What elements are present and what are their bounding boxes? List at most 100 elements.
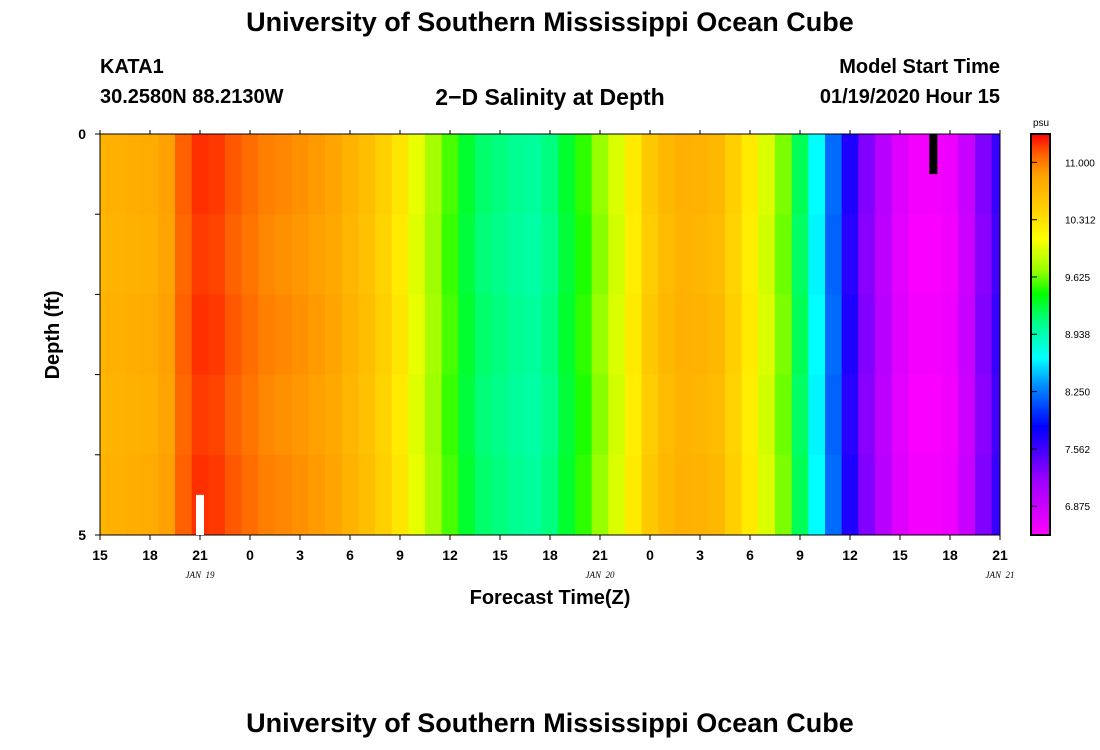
heatmap-cell bbox=[175, 374, 193, 456]
heatmap-cell bbox=[841, 214, 859, 295]
heatmap-cell bbox=[691, 134, 709, 215]
heatmap-cell bbox=[100, 214, 109, 295]
heatmap-cell bbox=[991, 134, 1001, 215]
heatmap-cell bbox=[741, 454, 759, 536]
heatmap-cell bbox=[141, 454, 159, 536]
heatmap-cell bbox=[575, 134, 593, 215]
heatmap-cell bbox=[841, 374, 859, 456]
heatmap-cell bbox=[325, 294, 343, 376]
heatmap-cell bbox=[325, 134, 343, 215]
heatmap-cell bbox=[741, 294, 759, 376]
heatmap-cell bbox=[458, 374, 476, 456]
heatmap-cell bbox=[891, 454, 909, 536]
heatmap-cell bbox=[108, 454, 126, 536]
heatmap-cell bbox=[441, 294, 459, 376]
heatmap-cell bbox=[908, 134, 926, 215]
heatmap-cell bbox=[458, 454, 476, 536]
heatmap-cell bbox=[858, 454, 876, 536]
heatmap-cell bbox=[958, 454, 976, 536]
heatmap-cell bbox=[391, 374, 409, 456]
heatmap-cell bbox=[141, 294, 159, 376]
heatmap-cell bbox=[975, 454, 993, 536]
heatmap-cell bbox=[758, 294, 776, 376]
x-tick-label: 9 bbox=[396, 547, 404, 563]
heatmap-cell bbox=[125, 374, 143, 456]
heatmap-cell bbox=[725, 294, 743, 376]
x-date-label: JAN 20 bbox=[586, 570, 615, 580]
heatmap-cell bbox=[100, 374, 109, 456]
heatmap-cell bbox=[641, 214, 659, 295]
heatmap-cell bbox=[975, 294, 993, 376]
heatmap-cell bbox=[625, 374, 643, 456]
heatmap-cell bbox=[975, 374, 993, 456]
heatmap-cell bbox=[358, 374, 376, 456]
heatmap-cell bbox=[891, 374, 909, 456]
heatmap-cell bbox=[158, 374, 176, 456]
heatmap-cell bbox=[125, 454, 143, 536]
heatmap-cell bbox=[225, 374, 243, 456]
heatmap-cell bbox=[658, 374, 676, 456]
heatmap-cell bbox=[508, 374, 526, 456]
heatmap-cell bbox=[941, 374, 959, 456]
heatmap-cell bbox=[325, 214, 343, 295]
heatmap-cell bbox=[925, 214, 943, 295]
heatmap-cell bbox=[675, 374, 693, 456]
x-tick-label: 9 bbox=[796, 547, 804, 563]
heatmap-cell bbox=[941, 294, 959, 376]
heatmap-cell bbox=[575, 454, 593, 536]
x-axis-label: Forecast Time(Z) bbox=[470, 587, 631, 609]
heatmap-cell bbox=[441, 214, 459, 295]
heatmap-cell bbox=[191, 214, 209, 295]
heatmap-cell bbox=[741, 214, 759, 295]
heatmap-cell bbox=[108, 214, 126, 295]
heatmap-cell bbox=[508, 294, 526, 376]
heatmap-cell bbox=[125, 294, 143, 376]
heatmap-cell bbox=[241, 134, 259, 215]
heatmap-cell bbox=[875, 134, 893, 215]
heatmap-cell bbox=[341, 214, 359, 295]
heatmap-cell bbox=[275, 214, 293, 295]
heatmap-cell bbox=[225, 134, 243, 215]
heatmap-cell bbox=[908, 214, 926, 295]
x-date-label: JAN 19 bbox=[186, 570, 215, 580]
heatmap-cell bbox=[625, 294, 643, 376]
heatmap-cell bbox=[991, 454, 1001, 536]
heatmap-cell bbox=[741, 374, 759, 456]
heatmap-cell bbox=[858, 214, 876, 295]
heatmap-cell bbox=[891, 214, 909, 295]
y-axis-label: Depth (ft) bbox=[42, 291, 64, 380]
x-tick-label: 0 bbox=[646, 547, 654, 563]
heatmap-cell bbox=[225, 214, 243, 295]
heatmap-cell bbox=[191, 374, 209, 456]
heatmap-cell bbox=[391, 294, 409, 376]
colorbar-ticks: 11.000 10.312 9.625 8.938 8.250 7.562 6.875 bbox=[1031, 158, 1096, 513]
heatmap-cell bbox=[608, 294, 626, 376]
heatmap-cell bbox=[258, 214, 276, 295]
heatmap-cell bbox=[208, 214, 226, 295]
heatmap-cell bbox=[891, 294, 909, 376]
x-tick-label: 12 bbox=[842, 547, 858, 563]
heatmap-cell bbox=[491, 294, 509, 376]
heatmap-cell bbox=[358, 294, 376, 376]
heatmap-cell bbox=[591, 134, 609, 215]
heatmap-cell bbox=[558, 454, 576, 536]
heatmap-cell bbox=[975, 134, 993, 215]
heatmap-cell bbox=[108, 374, 126, 456]
page-title-bottom: University of Southern Mississippi Ocean… bbox=[246, 708, 854, 738]
model-start-time: 01/19/2020 Hour 15 bbox=[819, 86, 1000, 108]
heatmap-cell bbox=[525, 454, 543, 536]
heatmap-cell bbox=[375, 134, 393, 215]
x-tick-label: 6 bbox=[746, 547, 754, 563]
heatmap-cell bbox=[425, 374, 443, 456]
heatmap-cell bbox=[641, 454, 659, 536]
heatmap-cell bbox=[408, 294, 426, 376]
heatmap-cell bbox=[491, 134, 509, 215]
heatmap-cell bbox=[991, 294, 1001, 376]
station-location: 30.2580N 88.2130W bbox=[100, 86, 284, 108]
heatmap-cell bbox=[291, 294, 309, 376]
heatmap-cell bbox=[941, 454, 959, 536]
heatmap-cell bbox=[158, 294, 176, 376]
heatmap-cell bbox=[508, 134, 526, 215]
heatmap-cell bbox=[541, 454, 559, 536]
heatmap-cell bbox=[208, 454, 226, 536]
